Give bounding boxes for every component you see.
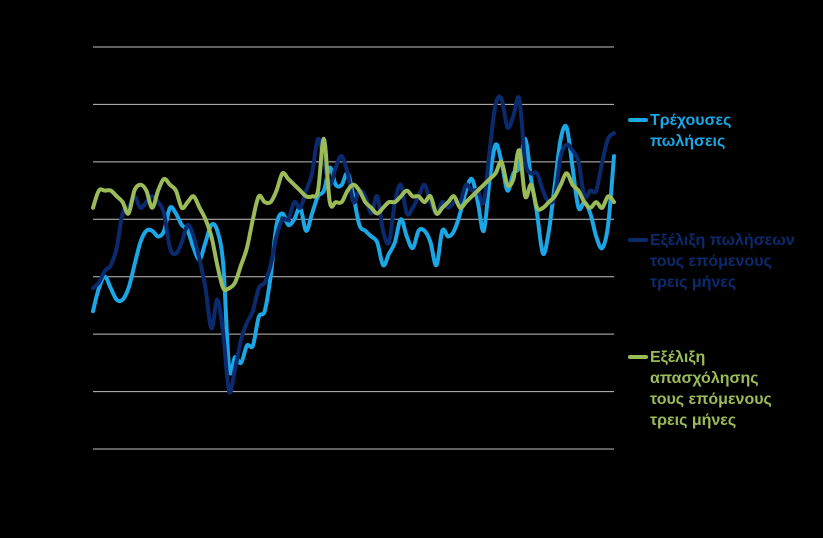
legend-label-sales-outlook: Εξέλιξη πωλήσεων τους επόμενους τρεις μή… [650,230,795,293]
legend-swatch-sales-outlook [628,238,648,242]
legend-item-employment-outlook: Εξέλιξη απασχόλησης τους επόμενους τρεις… [628,347,772,431]
legend-item-current-sales: Τρέχουσες πωλήσεις [628,110,731,152]
legend-label-line: πωλήσεις [650,133,726,150]
legend-swatch-current-sales [628,118,648,122]
series-lines [91,94,616,395]
legend-swatch-employment-outlook [628,355,648,359]
legend-label-line: απασχόλησης [650,370,759,387]
series-line-sales-outlook [91,94,616,395]
legend-label-current-sales: Τρέχουσες πωλήσεις [650,110,731,152]
legend-label-line: Εξέλιξη [650,349,706,366]
legend-label-employment-outlook: Εξέλιξη απασχόλησης τους επόμενους τρεις… [650,347,772,431]
legend-label-line: τους επόμενους [650,391,772,408]
legend-item-sales-outlook: Εξέλιξη πωλήσεων τους επόμενους τρεις μή… [628,230,795,293]
legend-label-line: Τρέχουσες [650,112,732,129]
legend-label-line: τους επόμενους [650,253,772,270]
legend-label-line: τρεις μήνες [650,412,737,429]
legend-label-line: τρεις μήνες [650,274,737,291]
series-line-employment-outlook [91,136,616,293]
legend-label-line: Εξέλιξη πωλήσεων [650,232,795,249]
